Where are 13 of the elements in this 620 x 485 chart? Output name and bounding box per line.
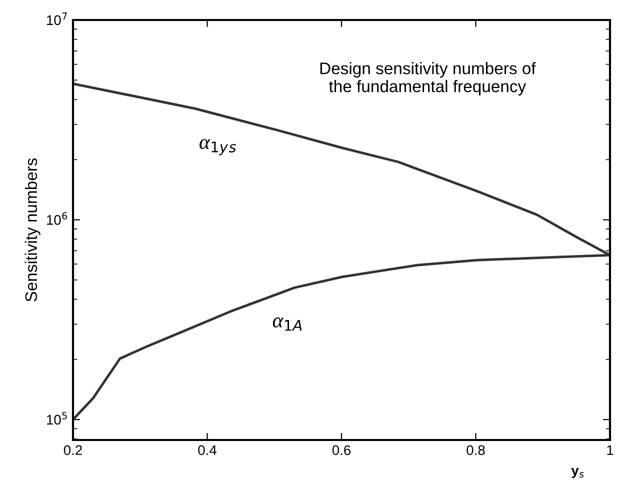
y-axis-title: Sensitivity numbers (24, 158, 40, 302)
x-axis-title: y$_{s}$ (571, 468, 584, 478)
x-tick-label: 0.6 (332, 445, 351, 456)
x-tick-label: 0.4 (198, 445, 216, 456)
y-tick-label: 10$^{5}$ (46, 412, 67, 425)
annotation: Design sensitivity numbers of the fundamental frequency (320, 62, 536, 96)
x-tick-label: 0.2 (64, 445, 82, 456)
x-tick-label: 1 (607, 445, 614, 455)
annotation: α$_{1A}$ (272, 317, 302, 331)
annotation: α$_{1ys}$ (200, 138, 236, 156)
y-tick-label: 10$^{6}$ (46, 212, 68, 225)
x-tick-label: 0.8 (466, 445, 485, 456)
y-tick-label: 10$^{7}$ (46, 12, 67, 26)
